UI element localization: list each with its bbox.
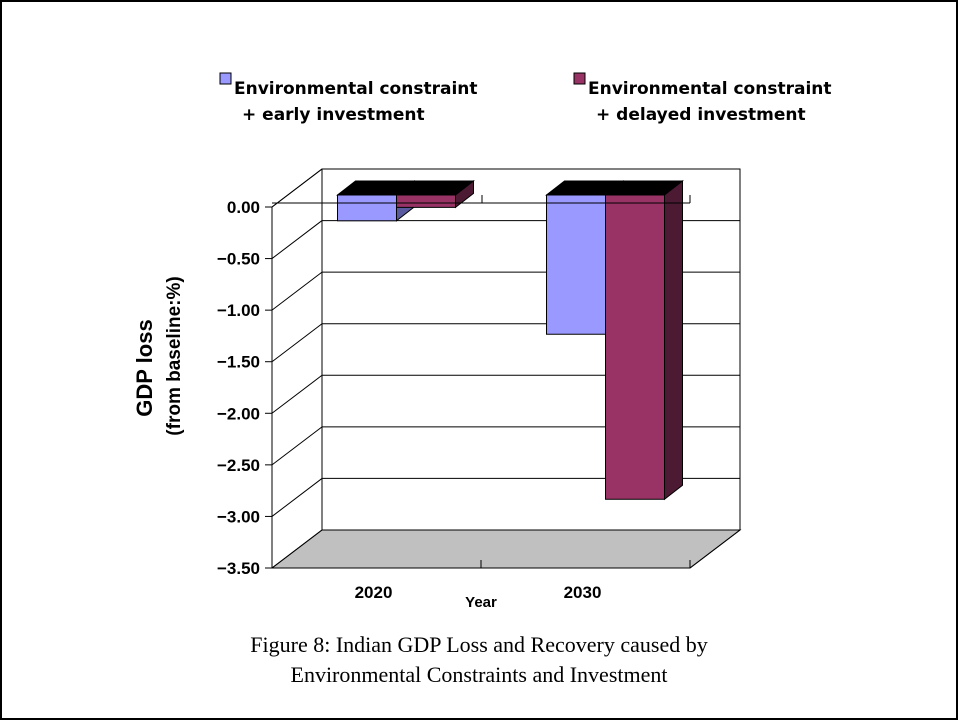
- gridline-side: [271, 220, 323, 259]
- legend-label-line-1: Environmental constraint: [234, 79, 478, 99]
- figure-caption: Figure 8: Indian GDP Loss and Recovery c…: [0, 630, 958, 690]
- caption-line-1: Figure 8: Indian GDP Loss and Recovery c…: [250, 632, 708, 657]
- bar-side-face: [664, 179, 683, 501]
- gridline-side: [271, 374, 323, 414]
- bars: [336, 179, 684, 501]
- legend-label-line-1: Environmental constraint: [588, 79, 832, 99]
- y-axis-title-line-1: GDP loss: [132, 319, 157, 416]
- y-tick-label: −3.00: [217, 507, 260, 526]
- x-category-labels: 2020 2030: [355, 583, 602, 602]
- x-category-label: 2020: [355, 583, 393, 602]
- bar-2020-series-2: [396, 194, 456, 208]
- y-axis-title: GDP loss (from baseline:%): [132, 276, 185, 435]
- y-tick-label: −1.00: [217, 301, 260, 320]
- legend-swatch-series-1: [219, 72, 232, 85]
- floor-right-edge: [689, 529, 741, 569]
- y-tick-label: −2.50: [217, 456, 260, 475]
- gridline-side: [271, 168, 323, 208]
- y-tick-label: −2.00: [217, 404, 260, 423]
- axes: [265, 195, 741, 569]
- gridline-side: [271, 271, 323, 311]
- x-axis-title: Year: [465, 594, 497, 611]
- legend-label-line-2: + delayed investment: [596, 105, 806, 125]
- bar-2020-series-1: [337, 194, 397, 222]
- gridline-side: [271, 529, 323, 569]
- legend-swatch-series-2: [573, 72, 586, 85]
- y-tick-label: −1.50: [217, 353, 260, 372]
- legend: Environmental constraint + early investme…: [219, 72, 832, 125]
- y-tick-label: 0.00: [227, 198, 260, 217]
- chart-floor: [270, 529, 742, 569]
- x-category-label: 2030: [564, 583, 602, 602]
- y-tick-label: −0.50: [217, 250, 260, 269]
- bar-2030-series-2: [605, 194, 665, 500]
- legend-label-line-2: + early investment: [242, 105, 425, 125]
- gridline-side: [271, 323, 323, 363]
- gridline-side: [271, 426, 323, 466]
- y-tick-label: −3.50: [217, 559, 260, 578]
- y-tick-labels: 0.00 −0.50 −1.00 −1.50 −2.00 −2.50 −3.00 −3.50: [217, 198, 260, 578]
- bar-2030-series-1: [546, 194, 606, 335]
- gridline-side: [271, 478, 323, 517]
- y-axis-title-line-2: (from baseline:%): [164, 276, 185, 435]
- caption-line-2: Environmental Constraints and Investment: [290, 662, 668, 687]
